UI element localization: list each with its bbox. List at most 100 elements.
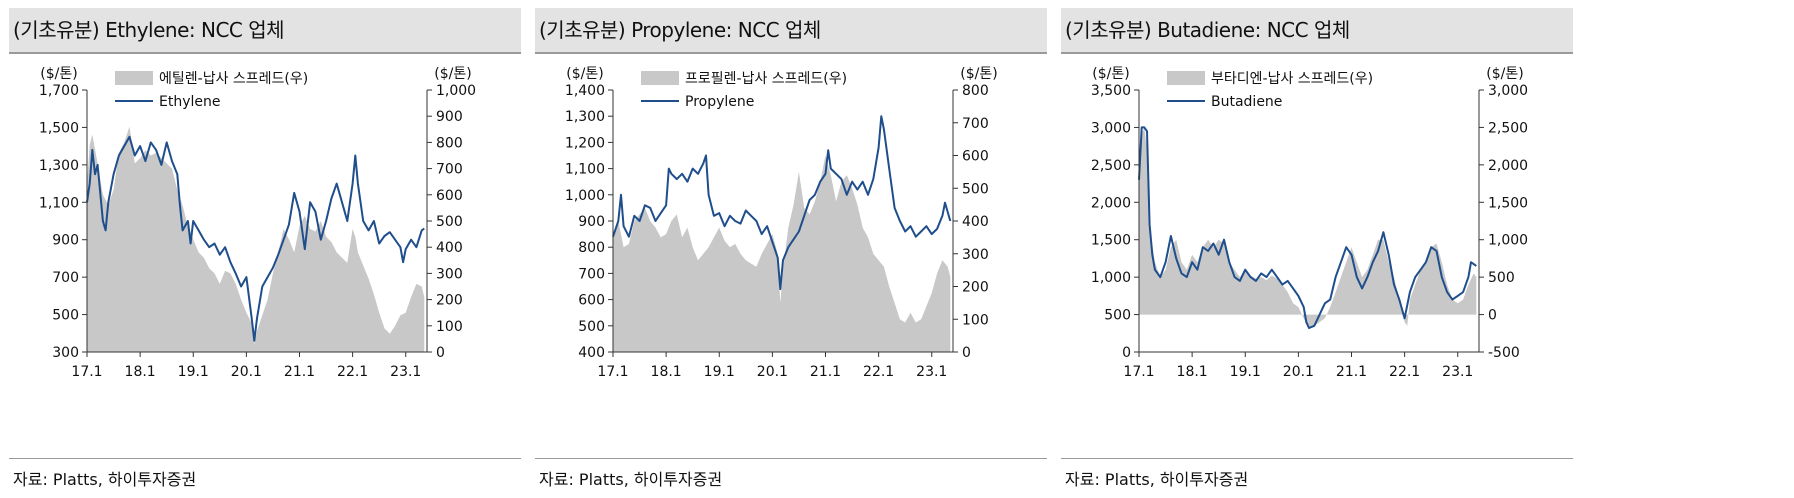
y-tick-label-right: 3,000 — [1488, 83, 1528, 99]
chart-title: (기초유분) Butadiene: NCC 업체 — [1061, 8, 1573, 52]
y-tick-label-left: 1,400 — [565, 83, 605, 99]
y-unit-left: ($/톤) — [40, 66, 77, 82]
legend-label: Ethylene — [159, 94, 220, 110]
y-tick-label-left: 1,100 — [39, 195, 79, 211]
y-tick-label-right: 300 — [962, 247, 989, 263]
legend-label: 에틸렌-납사 스프레드(우) — [159, 71, 308, 87]
y-tick-label-left: 2,000 — [1091, 195, 1131, 211]
x-tick-label: 19.1 — [178, 364, 209, 380]
y-tick-label-right: 1,000 — [436, 83, 476, 99]
area-series-spread — [1139, 127, 1477, 330]
y-tick-label-right: 200 — [436, 293, 463, 309]
x-tick-label: 23.1 — [1442, 364, 1473, 380]
title-divider — [535, 52, 1047, 54]
x-tick-label: 17.1 — [71, 364, 102, 380]
x-tick-label: 18.1 — [651, 364, 682, 380]
y-tick-label-right: 100 — [962, 312, 989, 328]
chart-panel-ethylene: (기초유분) Ethylene: NCC 업체 1,700 1,500 1,300 1… — [9, 0, 521, 498]
ethylene-chart: 1,700 1,500 1,300 1,100 900 700 500 300 1,000 900… — [39, 66, 476, 380]
title-divider — [1061, 52, 1573, 54]
legend-label: Butadiene — [1211, 94, 1282, 110]
x-tick-label: 18.1 — [125, 364, 156, 380]
y-tick-label-left: 1,500 — [39, 120, 79, 136]
y-tick-label-right: 1,500 — [1488, 195, 1528, 211]
y-unit-right: ($/톤) — [960, 66, 997, 82]
y-tick-label-left: 1,000 — [1091, 270, 1131, 286]
y-tick-label-left: 600 — [578, 293, 605, 309]
y-tick-label-left: 900 — [52, 233, 79, 249]
y-tick-label-left: 700 — [52, 270, 79, 286]
x-tick-label: 21.1 — [810, 364, 841, 380]
x-tick-label: 21.1 — [284, 364, 315, 380]
legend-label: 부타디엔-납사 스프레드(우) — [1211, 71, 1373, 87]
y-tick-label-right: 2,500 — [1488, 120, 1528, 136]
y-tick-label-right: 600 — [962, 149, 989, 165]
y-unit-right: ($/톤) — [1486, 66, 1523, 82]
y-tick-label-right: 400 — [962, 214, 989, 230]
y-tick-label-right: 100 — [436, 319, 463, 335]
y-tick-label-left: 1,000 — [565, 188, 605, 204]
y-tick-label-left: 700 — [578, 266, 605, 282]
x-tick-label: 20.1 — [231, 364, 262, 380]
x-tick-label: 17.1 — [1123, 364, 1154, 380]
y-tick-label-right: -500 — [1488, 345, 1520, 361]
y-tick-label-right: 600 — [436, 188, 463, 204]
x-tick-label: 22.1 — [1389, 364, 1420, 380]
y-tick-label-right: 800 — [962, 83, 989, 99]
y-tick-label-right: 500 — [436, 214, 463, 230]
y-tick-label-right: 300 — [436, 266, 463, 282]
y-tick-label-left: 3,000 — [1091, 120, 1131, 136]
y-tick-label-right: 700 — [962, 116, 989, 132]
x-tick-label: 19.1 — [1230, 364, 1261, 380]
chart-panel-butadiene: (기초유분) Butadiene: NCC 업체 3,500 3,000 2,500… — [1061, 0, 1573, 498]
x-tick-label: 19.1 — [704, 364, 735, 380]
y-tick-label-right: 0 — [436, 345, 445, 361]
legend-swatch-area — [115, 71, 153, 85]
x-tick-label: 21.1 — [1336, 364, 1367, 380]
x-tick-label: 22.1 — [337, 364, 368, 380]
y-tick-label-left: 500 — [52, 308, 79, 324]
chart-panel-propylene: (기초유분) Propylene: NCC 업체 1,400 1,300 1,200… — [535, 0, 1047, 498]
legend-swatch-area — [641, 71, 679, 85]
y-tick-label-right: 900 — [436, 109, 463, 125]
y-tick-label-right: 800 — [436, 135, 463, 151]
source-divider — [535, 458, 1047, 459]
y-tick-label-left: 0 — [1122, 345, 1131, 361]
x-tick-label: 18.1 — [1177, 364, 1208, 380]
y-tick-label-left: 1,300 — [39, 158, 79, 174]
y-tick-label-left: 1,500 — [1091, 233, 1131, 249]
legend-label: 프로필렌-납사 스프레드(우) — [685, 71, 847, 87]
y-tick-label-right: 1,000 — [1488, 233, 1528, 249]
line-series-price — [1138, 126, 1477, 329]
x-tick-label: 20.1 — [1283, 364, 1314, 380]
area-series-spread — [613, 155, 951, 352]
y-tick-label-left: 800 — [578, 240, 605, 256]
x-tick-label: 20.1 — [757, 364, 788, 380]
y-tick-label-left: 1,100 — [565, 162, 605, 178]
y-tick-label-left: 2,500 — [1091, 158, 1131, 174]
source-note: 자료: Platts, 하이투자증권 — [1065, 470, 1249, 489]
y-tick-label-left: 1,200 — [565, 135, 605, 151]
y-tick-label-left: 900 — [578, 214, 605, 230]
y-tick-label-left: 3,500 — [1091, 83, 1131, 99]
y-tick-label-right: 200 — [962, 280, 989, 296]
y-tick-label-left: 1,700 — [39, 83, 79, 99]
legend-swatch-area — [1167, 71, 1205, 85]
y-tick-label-left: 400 — [578, 345, 605, 361]
x-tick-label: 23.1 — [390, 364, 421, 380]
source-note: 자료: Platts, 하이투자증권 — [13, 470, 197, 489]
y-tick-label-right: 0 — [1488, 308, 1497, 324]
title-divider — [9, 52, 521, 54]
y-unit-left: ($/톤) — [1092, 66, 1129, 82]
y-tick-label-left: 300 — [52, 345, 79, 361]
y-tick-label-left: 1,300 — [565, 109, 605, 125]
x-tick-label: 22.1 — [863, 364, 894, 380]
y-tick-label-right: 400 — [436, 240, 463, 256]
y-tick-label-right: 2,000 — [1488, 158, 1528, 174]
legend-label: Propylene — [685, 94, 754, 110]
y-tick-label-left: 500 — [1104, 308, 1131, 324]
y-tick-label-right: 700 — [436, 162, 463, 178]
source-divider — [9, 458, 521, 459]
y-tick-label-right: 0 — [962, 345, 971, 361]
x-tick-label: 17.1 — [597, 364, 628, 380]
